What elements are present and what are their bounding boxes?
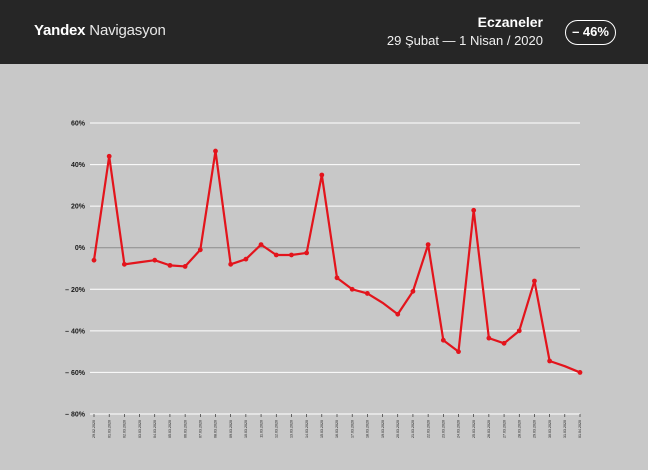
data-point bbox=[258, 242, 264, 247]
brand-product: Navigasyon bbox=[85, 22, 166, 39]
data-point bbox=[532, 278, 537, 284]
x-tick-label: 06.03.2020 bbox=[183, 420, 187, 438]
chart-title: Eczaneler bbox=[477, 14, 543, 30]
x-tick-label: 26.03.2020 bbox=[487, 420, 491, 438]
data-point bbox=[364, 291, 370, 296]
y-tick-label: – 20% bbox=[65, 287, 86, 294]
data-point bbox=[152, 257, 158, 263]
x-tick-label: 29.02.2020 bbox=[92, 420, 96, 438]
x-tick-label: 18.03.2020 bbox=[366, 420, 370, 438]
data-point bbox=[471, 207, 477, 213]
data-point bbox=[440, 337, 446, 343]
grid-layer bbox=[90, 122, 580, 415]
x-tick-label: 25.03.2020 bbox=[472, 420, 476, 438]
data-point bbox=[547, 358, 553, 364]
data-point bbox=[182, 264, 188, 269]
data-point bbox=[319, 172, 325, 178]
x-tick-label: 16.03.2020 bbox=[335, 420, 339, 438]
x-tick-label: 12.03.2020 bbox=[274, 420, 278, 438]
y-tick-label: – 60% bbox=[65, 370, 86, 377]
data-point bbox=[349, 286, 355, 292]
data-point bbox=[486, 335, 492, 341]
x-tick-label: 01.04.2020 bbox=[578, 420, 582, 438]
data-point bbox=[289, 252, 294, 258]
x-tick-label: 11.03.2020 bbox=[259, 420, 263, 438]
data-point bbox=[91, 257, 97, 263]
y-tick-label: – 80% bbox=[65, 412, 86, 419]
x-tick-label: 03.03.2020 bbox=[138, 420, 142, 438]
x-tick-label: 08.03.2020 bbox=[214, 420, 218, 438]
x-tick-label: 21.03.2020 bbox=[411, 420, 415, 438]
x-tick-label: 30.03.2020 bbox=[548, 420, 552, 438]
series-line bbox=[92, 149, 582, 374]
x-tick-label: 29.03.2020 bbox=[533, 420, 537, 438]
data-point bbox=[106, 153, 112, 159]
brand-logo: Yandex Navigasyon bbox=[34, 22, 166, 39]
y-tick-label: 40% bbox=[71, 162, 86, 169]
x-tick-label: 15.03.2020 bbox=[320, 420, 324, 438]
x-tick-label: 02.03.2020 bbox=[123, 420, 127, 438]
x-tick-label: 13.03.2020 bbox=[290, 420, 294, 438]
x-tick-label: 04.03.2020 bbox=[153, 420, 157, 438]
y-tick-label: 20% bbox=[71, 204, 86, 211]
y-tick-label: 60% bbox=[71, 121, 86, 128]
data-point bbox=[456, 349, 461, 355]
data-point bbox=[228, 261, 234, 267]
x-axis: 29.02.2020 01.03.2020 02.03.2020 03.03.2020… bbox=[92, 414, 582, 438]
x-tick-label: 17.03.2020 bbox=[350, 420, 354, 438]
data-point bbox=[395, 311, 401, 317]
data-point bbox=[197, 247, 203, 253]
data-point bbox=[410, 288, 416, 294]
x-tick-label: 27.03.2020 bbox=[502, 420, 506, 438]
x-tick-label: 20.03.2020 bbox=[396, 420, 400, 438]
chart-subtitle: 29 Şubat — 1 Nisan / 2020 bbox=[386, 33, 543, 48]
y-tick-label: – 40% bbox=[65, 328, 86, 335]
data-point bbox=[121, 261, 127, 267]
x-tick-label: 24.03.2020 bbox=[457, 420, 461, 438]
data-point bbox=[273, 252, 279, 258]
x-tick-label: 28.03.2020 bbox=[517, 420, 521, 438]
data-point bbox=[213, 148, 218, 154]
title-block: Eczaneler 29 Şubat — 1 Nisan / 2020 bbox=[387, 14, 543, 50]
y-axis: 60% 40% 20% 0% – 20% – 40% – 60% – 80% bbox=[65, 121, 86, 419]
data-point bbox=[516, 328, 522, 334]
x-tick-label: 07.03.2020 bbox=[199, 420, 203, 438]
data-point bbox=[243, 256, 249, 262]
header-bar: Yandex Navigasyon Eczaneler 29 Şubat — 1… bbox=[0, 0, 648, 64]
change-badge: – 46% bbox=[565, 20, 616, 45]
x-tick-label: 14.03.2020 bbox=[305, 420, 309, 438]
x-tick-label: 22.03.2020 bbox=[426, 420, 430, 438]
data-point bbox=[577, 370, 583, 375]
line-chart: 60% 40% 20% 0% – 20% – 40% – 60% – 80% 29.02.20… bbox=[65, 121, 583, 438]
x-tick-label: 01.03.2020 bbox=[107, 420, 111, 438]
data-point bbox=[334, 275, 340, 281]
x-tick-label: 05.03.2020 bbox=[168, 420, 172, 438]
brand-name: Yandex bbox=[34, 22, 86, 39]
x-tick-label: 19.03.2020 bbox=[381, 420, 385, 438]
data-point bbox=[425, 242, 431, 247]
series-layer bbox=[91, 148, 583, 375]
x-tick-label: 09.03.2020 bbox=[229, 420, 233, 438]
y-tick-label: 0% bbox=[75, 245, 86, 252]
data-point bbox=[501, 340, 507, 346]
x-tick-label: 10.03.2020 bbox=[244, 420, 248, 438]
data-point bbox=[167, 262, 173, 268]
x-tick-label: 23.03.2020 bbox=[442, 420, 446, 438]
data-point bbox=[304, 250, 310, 256]
x-tick-label: 31.03.2020 bbox=[563, 420, 567, 438]
